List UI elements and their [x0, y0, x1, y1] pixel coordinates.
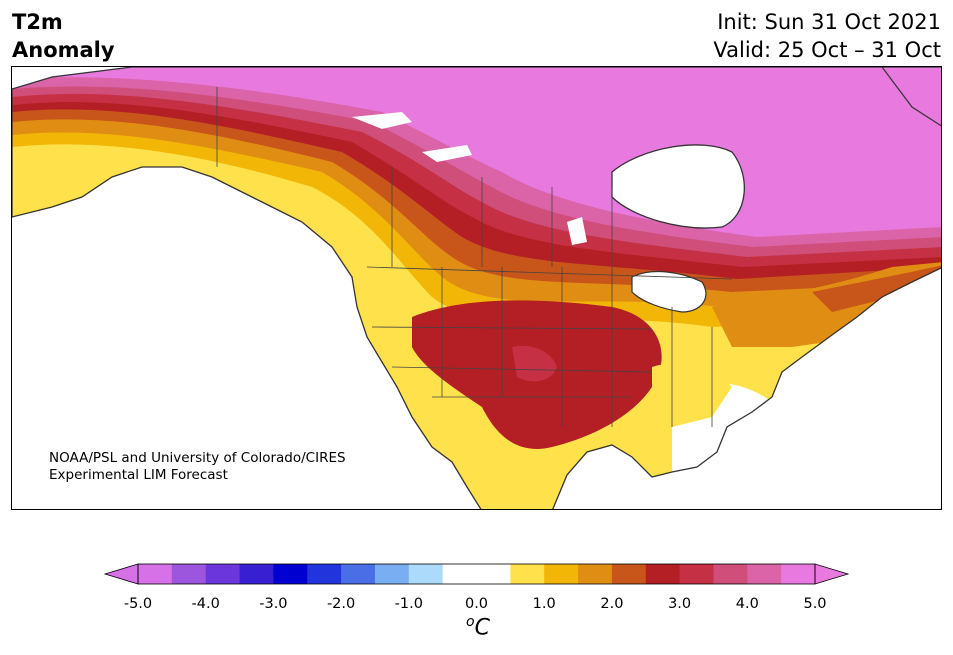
colorbar-cell — [408, 564, 444, 584]
colorbar-cell — [713, 564, 748, 584]
colorbar-cell — [341, 564, 376, 584]
colorbar-tick-label: 2.0 — [600, 596, 624, 612]
colorbar-cell — [578, 564, 613, 584]
colorbar-tick-label: 4.0 — [735, 596, 759, 612]
unit-degree: o — [466, 614, 475, 630]
colorbar-tick-label: 3.0 — [668, 596, 692, 612]
colorbar-tick-label: 0.0 — [464, 596, 489, 612]
colorbar-cell — [510, 564, 545, 584]
colorbar-tick-label: -2.0 — [326, 596, 356, 612]
credit-text: NOAA/PSL and University of Colorado/CIRE… — [49, 450, 346, 484]
unit-base: C — [474, 615, 490, 641]
colorbar-cell — [679, 564, 714, 584]
credit-line-1: NOAA/PSL and University of Colorado/CIRE… — [49, 450, 346, 466]
colorbar-cell — [205, 564, 241, 584]
lake-great-bear — [352, 112, 412, 129]
colorbar-cell — [544, 564, 579, 584]
coastline — [12, 67, 941, 509]
colorbar-tick-label: -3.0 — [259, 596, 288, 612]
colorbar-under-arrow — [103, 563, 139, 585]
map-title: T2m Anomaly — [12, 8, 115, 64]
colorbar-cells — [138, 564, 816, 584]
colorbar-cell — [611, 564, 647, 584]
colorbar-cell — [442, 564, 477, 584]
colorbar-cell — [273, 564, 308, 584]
colorbar-cell — [138, 564, 173, 584]
colorbar-cell — [645, 564, 681, 584]
colorbar-tick-label: -4.0 — [191, 596, 220, 612]
colorbar-tick-label: -5.0 — [123, 596, 153, 612]
colorbar-outline — [137, 563, 816, 585]
forecast-info: Init: Sun 31 Oct 2021 Valid: 25 Oct – 31… — [713, 8, 941, 64]
hudson-bay — [611, 144, 745, 229]
unit-label: oC — [466, 614, 490, 640]
valid-range: Valid: 25 Oct – 31 Oct — [713, 38, 941, 62]
colorbar-cell — [781, 564, 816, 584]
colorbar-cell — [747, 564, 782, 584]
colorbar — [103, 563, 850, 585]
colorbar-cell — [476, 564, 511, 584]
anomaly-fill — [12, 67, 941, 509]
colorbar-cell — [239, 564, 274, 584]
map-svg — [12, 67, 941, 509]
admin-borders — [216, 87, 733, 427]
colorbar-cell — [171, 564, 207, 584]
title-line-2: Anomaly — [12, 38, 115, 62]
greenland — [881, 67, 941, 127]
colorbar-tick-label: -1.0 — [394, 596, 423, 612]
credit-line-2: Experimental LIM Forecast — [49, 467, 228, 483]
init-date: Init: Sun 31 Oct 2021 — [717, 10, 941, 34]
colorbar-cell — [307, 564, 342, 584]
lake-great-slave — [422, 145, 472, 162]
title-line-1: T2m — [12, 10, 63, 34]
colorbar-cell — [374, 564, 410, 584]
colorbar-tick-label: 1.0 — [532, 596, 556, 612]
anomaly-map — [11, 66, 942, 510]
colorbar-tick-label: 5.0 — [803, 596, 827, 612]
colorbar-over-arrow — [814, 563, 850, 585]
great-lakes — [631, 271, 707, 313]
lake-winnipeg — [567, 217, 587, 245]
